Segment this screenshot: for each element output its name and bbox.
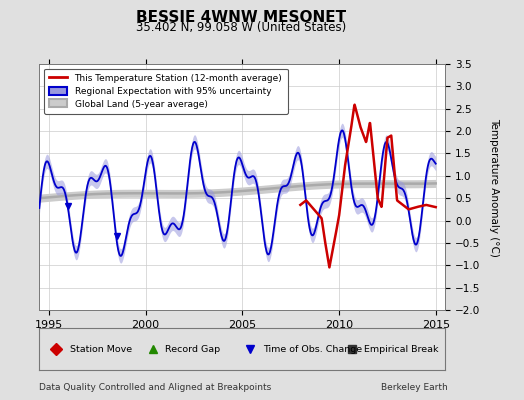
Y-axis label: Temperature Anomaly (°C): Temperature Anomaly (°C): [489, 118, 499, 256]
Text: Berkeley Earth: Berkeley Earth: [381, 383, 448, 392]
Text: Time of Obs. Change: Time of Obs. Change: [263, 344, 362, 354]
Legend: This Temperature Station (12-month average), Regional Expectation with 95% uncer: This Temperature Station (12-month avera…: [44, 68, 288, 114]
Text: Empirical Break: Empirical Break: [364, 344, 439, 354]
Text: BESSIE 4WNW MESONET: BESSIE 4WNW MESONET: [136, 10, 346, 26]
Text: Data Quality Controlled and Aligned at Breakpoints: Data Quality Controlled and Aligned at B…: [39, 383, 271, 392]
Text: Station Move: Station Move: [70, 344, 132, 354]
Text: Record Gap: Record Gap: [165, 344, 220, 354]
Text: 35.402 N, 99.058 W (United States): 35.402 N, 99.058 W (United States): [136, 22, 346, 34]
